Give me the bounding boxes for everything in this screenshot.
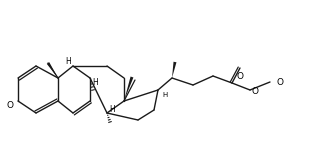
Text: H: H [162,92,168,98]
Text: O: O [237,71,244,81]
Polygon shape [124,77,134,101]
Text: H: H [65,57,71,66]
Text: H: H [109,106,115,115]
Polygon shape [172,62,176,78]
Text: O: O [252,87,259,96]
Text: O: O [276,78,284,86]
Text: H: H [92,78,98,86]
Text: O: O [6,102,13,111]
Polygon shape [47,62,58,78]
